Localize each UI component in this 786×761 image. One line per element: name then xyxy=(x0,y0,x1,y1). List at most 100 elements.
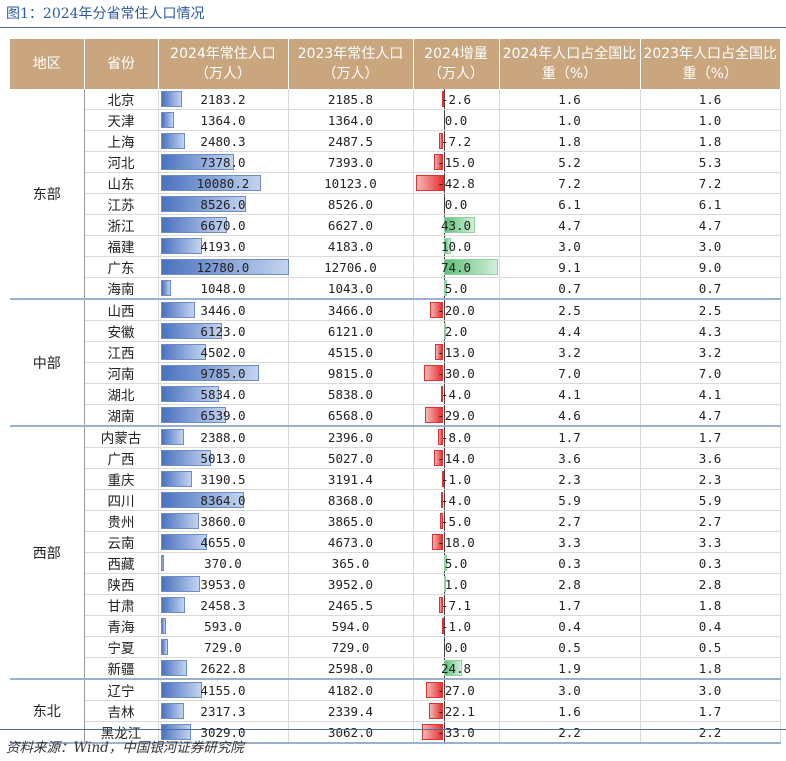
delta-2024-cell: 43.0 xyxy=(413,214,500,236)
share-2024-cell: 1.9 xyxy=(499,657,641,680)
delta-zero-axis xyxy=(443,701,445,721)
pop-2024-value: 4193.0 xyxy=(200,238,246,254)
delta-zero-axis xyxy=(443,680,445,700)
pop-2024-bar xyxy=(160,238,203,254)
pop-2024-cell: 4193.0 xyxy=(158,235,289,257)
pop-2024-cell: 10080.2 xyxy=(158,172,289,194)
pop-2024-bar xyxy=(160,365,259,381)
share-2024-cell: 3.0 xyxy=(499,235,641,257)
province-cell: 辽宁 xyxy=(84,679,159,701)
share-2023-cell: 1.6 xyxy=(640,89,781,110)
share-2023-cell: 7.2 xyxy=(640,172,781,194)
delta-zero-axis xyxy=(443,342,445,362)
table-row: 江西 4502.0 4515.0 -13.0 3.2 3.2 xyxy=(10,341,781,363)
province-cell: 新疆 xyxy=(84,657,159,680)
delta-2024-value: -2.6 xyxy=(440,91,472,107)
pop-2024-bar xyxy=(160,450,211,466)
delta-2024-cell: -22.1 xyxy=(413,700,500,722)
delta-2024-bar xyxy=(438,133,444,149)
pop-2024-value: 4502.0 xyxy=(200,344,246,360)
pop-2024-bar xyxy=(160,302,195,318)
share-2024-cell: 2.3 xyxy=(499,468,641,490)
pop-2024-value: 3953.0 xyxy=(200,576,246,592)
share-2023-cell: 3.6 xyxy=(640,447,781,469)
pop-2024-value: 6670.0 xyxy=(200,217,246,233)
pop-2024-cell: 3860.0 xyxy=(158,510,289,532)
delta-2024-bar xyxy=(440,386,444,402)
province-cell: 山西 xyxy=(84,299,159,321)
delta-2024-cell: -5.0 xyxy=(413,510,500,532)
pop-2024-value: 2388.0 xyxy=(200,429,246,445)
pop-2023-cell: 3062.0 xyxy=(288,721,414,744)
delta-2024-cell: 74.0 xyxy=(413,256,500,278)
share-2024-cell: 0.5 xyxy=(499,636,641,658)
pop-2023-cell: 2487.5 xyxy=(288,130,414,152)
delta-2024-value: -30.0 xyxy=(437,365,475,381)
delta-2024-bar xyxy=(433,154,444,170)
delta-2024-value: -14.0 xyxy=(437,450,475,466)
table-row: 上海 2480.3 2487.5 -7.2 1.8 1.8 xyxy=(10,130,781,152)
delta-2024-value: -27.0 xyxy=(437,682,475,698)
delta-2024-cell: -13.0 xyxy=(413,341,500,363)
pop-2023-cell: 7393.0 xyxy=(288,151,414,173)
region-cell: 中部 xyxy=(10,299,85,427)
pop-2024-value: 1048.0 xyxy=(200,280,246,296)
delta-2024-cell: -42.8 xyxy=(413,172,500,194)
province-cell: 河北 xyxy=(84,151,159,173)
table-row: 山东 10080.2 10123.0 -42.8 7.2 7.2 xyxy=(10,172,781,194)
share-2023-cell: 1.8 xyxy=(640,130,781,152)
province-cell: 陕西 xyxy=(84,573,159,595)
col-header-share-2023: 2023年人口占全国比重（%） xyxy=(640,39,780,89)
pop-2024-bar xyxy=(160,196,246,212)
delta-2024-value: -20.0 xyxy=(437,302,475,318)
share-2024-cell: 2.8 xyxy=(499,573,641,595)
delta-zero-axis xyxy=(443,173,445,193)
pop-2024-bar xyxy=(160,154,235,170)
share-2023-cell: 0.3 xyxy=(640,552,781,574)
share-2024-cell: 2.2 xyxy=(499,721,641,744)
pop-2024-value: 12780.0 xyxy=(196,259,250,275)
share-2023-cell: 1.8 xyxy=(640,657,781,680)
pop-2024-bar xyxy=(160,407,226,423)
delta-2024-cell: -7.2 xyxy=(413,130,500,152)
table-row: 甘肃 2458.3 2465.5 -7.1 1.7 1.8 xyxy=(10,594,781,616)
pop-2024-bar xyxy=(160,703,184,719)
pop-2024-cell: 6670.0 xyxy=(158,214,289,236)
pop-2024-cell: 4655.0 xyxy=(158,531,289,553)
share-2024-cell: 4.4 xyxy=(499,320,641,342)
pop-2024-cell: 3953.0 xyxy=(158,573,289,595)
pop-2023-cell: 3466.0 xyxy=(288,299,414,321)
province-cell: 江苏 xyxy=(84,193,159,215)
province-cell: 贵州 xyxy=(84,510,159,532)
delta-2024-cell: -2.6 xyxy=(413,89,500,110)
table-row: 广东 12780.0 12706.0 74.0 9.1 9.0 xyxy=(10,256,781,278)
share-2023-cell: 1.0 xyxy=(640,109,781,131)
pop-2024-value: 2622.8 xyxy=(200,660,246,676)
delta-2024-value: -33.0 xyxy=(437,724,475,740)
pop-2024-cell: 9785.0 xyxy=(158,362,289,384)
share-2024-cell: 3.3 xyxy=(499,531,641,553)
pop-2023-cell: 9815.0 xyxy=(288,362,414,384)
pop-2023-cell: 2396.0 xyxy=(288,426,414,448)
delta-2024-bar xyxy=(430,302,444,318)
province-cell: 四川 xyxy=(84,489,159,511)
share-2023-cell: 1.7 xyxy=(640,700,781,722)
pop-2024-bar xyxy=(160,91,183,107)
share-2024-cell: 4.1 xyxy=(499,383,641,405)
delta-2024-bar xyxy=(425,682,444,698)
delta-2024-cell: -4.0 xyxy=(413,383,500,405)
pop-2023-cell: 5027.0 xyxy=(288,447,414,469)
delta-2024-cell: -4.0 xyxy=(413,489,500,511)
pop-2023-cell: 6568.0 xyxy=(288,404,414,427)
table-row: 青海 593.0 594.0 -1.0 0.4 0.4 xyxy=(10,615,781,637)
delta-2024-bar xyxy=(443,555,448,571)
pop-2024-bar xyxy=(160,576,201,592)
pop-2024-bar xyxy=(160,217,228,233)
pop-2024-bar xyxy=(160,513,200,529)
delta-2024-bar xyxy=(440,513,444,529)
delta-2024-bar xyxy=(443,259,498,275)
pop-2024-value: 2183.2 xyxy=(200,91,246,107)
pop-2024-value: 8526.0 xyxy=(200,196,246,212)
share-2023-cell: 2.2 xyxy=(640,721,781,744)
pop-2024-bar xyxy=(160,280,171,296)
